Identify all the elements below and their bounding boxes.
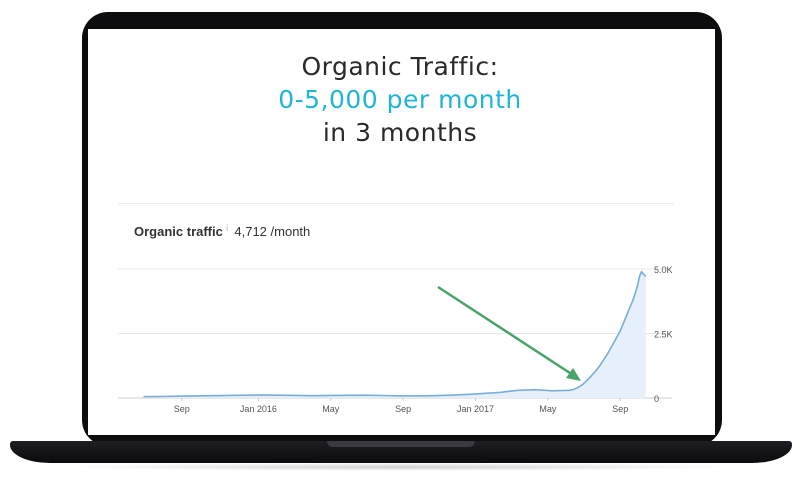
chart-annotation <box>437 285 581 381</box>
annotation-arrow-shaft <box>437 285 574 377</box>
laptop-notch <box>327 441 475 447</box>
x-tick-label: May <box>539 404 557 414</box>
stat-value: 4,712 /month <box>234 224 311 239</box>
headline: Organic Traffic: 0-5,000 per month in 3 … <box>0 50 800 149</box>
headline-line-2: 0-5,000 per month <box>278 85 522 114</box>
x-tick-label: May <box>322 404 340 414</box>
panel-divider <box>118 203 674 204</box>
chart-area <box>143 270 647 398</box>
x-tick-label: Sep <box>395 404 411 414</box>
headline-line-1: Organic Traffic: <box>301 52 499 81</box>
y-tick-label: 2.5K <box>654 330 673 340</box>
laptop-shadow <box>60 463 740 471</box>
laptop-base <box>10 441 792 463</box>
x-tick-label: Sep <box>612 404 628 414</box>
series-line <box>143 270 647 398</box>
x-tick-label: Sep <box>174 404 190 414</box>
stat-label: Organic traffic <box>134 224 223 239</box>
x-tick-label: Jan 2017 <box>457 404 494 414</box>
chart-ticks: 5.0K 2.5K 0 Sep Jan 2016 May Sep Jan 2017 May Sep <box>174 265 673 414</box>
info-icon[interactable]: i <box>225 224 229 234</box>
traffic-stat: Organic traffic i 4,712 /month <box>134 224 310 239</box>
x-tick-label: Jan 2016 <box>240 404 277 414</box>
annotation-arrow-head <box>566 368 581 381</box>
y-tick-label: 0 <box>654 394 659 404</box>
headline-line-3: in 3 months <box>322 118 478 147</box>
series-area-fill <box>143 271 646 398</box>
y-tick-label: 5.0K <box>654 265 673 275</box>
